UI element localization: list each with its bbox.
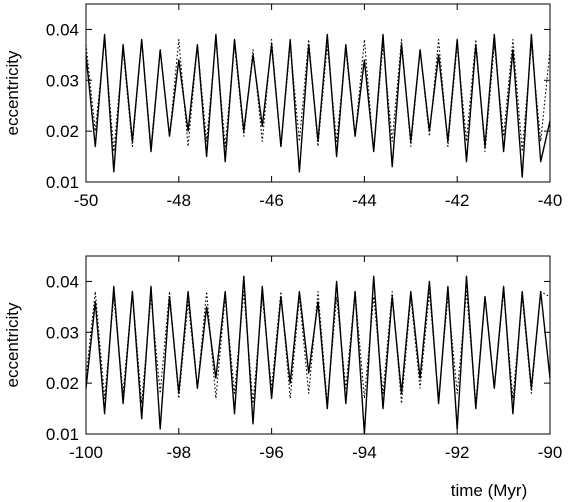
bottom-xtick-label-4: -92	[445, 443, 470, 462]
top-y-axis-label: eccentricity	[3, 50, 22, 136]
top-xtick-label-1: -48	[167, 191, 192, 210]
top-series	[85, 33, 551, 178]
top-ytick-label-0: 0.01	[46, 173, 79, 192]
bottom-panel: 0.01 0.02 0.03 0.04 -100 -98 -96 -94 -92 -90 ecc…	[3, 255, 562, 500]
top-y-ticks: 0.01 0.02 0.03 0.04	[46, 20, 550, 192]
top-ytick-label-2: 0.03	[46, 71, 79, 90]
bottom-y-axis-label: eccentricity	[3, 302, 22, 388]
bottom-x-axis-label: time (Myr)	[451, 481, 527, 500]
bottom-ytick-label-0: 0.01	[46, 425, 79, 444]
top-plot-frame	[85, 3, 551, 183]
bottom-xtick-label-0: -100	[69, 443, 103, 462]
top-xtick-label-5: -40	[538, 191, 563, 210]
top-xtick-label-4: -42	[445, 191, 470, 210]
bottom-xtick-label-3: -94	[352, 443, 377, 462]
top-xtick-label-2: -46	[259, 191, 284, 210]
top-ytick-label-1: 0.02	[46, 122, 79, 141]
bottom-ytick-label-1: 0.02	[46, 374, 79, 393]
bottom-xtick-label-1: -98	[167, 443, 192, 462]
bottom-y-ticks: 0.01 0.02 0.03 0.04	[46, 272, 550, 444]
top-xtick-label-0: -50	[74, 191, 99, 210]
bottom-xtick-label-2: -96	[259, 443, 284, 462]
top-panel: 0.01 0.02 0.03 0.04 -50 -48 -46 -44 -42 -40 ecce…	[3, 3, 563, 210]
bottom-ytick-label-3: 0.04	[46, 272, 79, 291]
bottom-series-dotted	[85, 291, 551, 405]
bottom-x-ticks: -100 -98 -96 -94 -92 -90	[69, 256, 562, 462]
bottom-xtick-label-5: -90	[538, 443, 563, 462]
top-xtick-label-3: -44	[352, 191, 377, 210]
top-ytick-label-3: 0.04	[46, 20, 79, 39]
bottom-series	[85, 275, 551, 435]
bottom-plot-frame	[85, 255, 551, 435]
bottom-ytick-label-2: 0.03	[46, 323, 79, 342]
bottom-series-solid	[85, 275, 551, 435]
top-x-ticks: -50 -48 -46 -44 -42 -40	[74, 4, 563, 210]
